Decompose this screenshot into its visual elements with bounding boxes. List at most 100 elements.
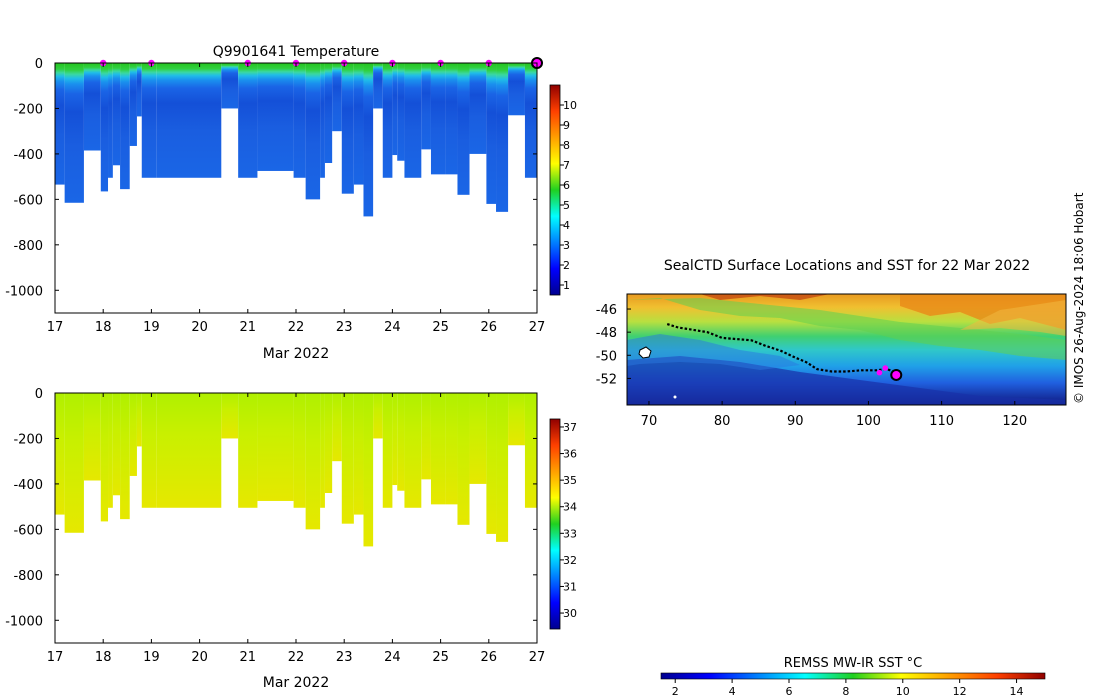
map-x-tick-label: 80 bbox=[714, 414, 731, 429]
profile-column bbox=[55, 393, 65, 515]
x-tick-label: 25 bbox=[432, 320, 449, 335]
profile-column bbox=[100, 393, 109, 522]
y-tick-label: -600 bbox=[13, 523, 43, 538]
profile-column bbox=[221, 393, 239, 439]
profile-column bbox=[332, 63, 342, 132]
track-marker bbox=[876, 369, 883, 376]
profile-column bbox=[129, 393, 137, 476]
profile-column bbox=[112, 393, 121, 496]
profile-column bbox=[397, 393, 405, 491]
profile-column bbox=[508, 393, 525, 446]
colorbar-tick-label: 8 bbox=[563, 139, 570, 152]
colorbar-tick-label: 7 bbox=[563, 159, 570, 172]
profile-column bbox=[382, 393, 393, 508]
colorbar-tick-label: 1 bbox=[563, 279, 570, 292]
x-tick-label: 23 bbox=[336, 650, 353, 665]
x-tick-label: 22 bbox=[288, 320, 305, 335]
salinity-profiles bbox=[55, 393, 537, 547]
salinity-xlabel: Mar 2022 bbox=[263, 675, 330, 691]
profile-column bbox=[64, 393, 84, 533]
profile-column bbox=[156, 63, 222, 178]
profile-column bbox=[496, 393, 509, 542]
profile-column bbox=[469, 393, 487, 484]
colorbar-tick-label: 32 bbox=[563, 554, 577, 567]
map-y-tick-label: -46 bbox=[596, 303, 617, 318]
profile-column bbox=[392, 393, 398, 486]
profile-column bbox=[382, 63, 393, 178]
profile-column bbox=[141, 63, 157, 178]
sst-colorbar-tick-label: 10 bbox=[896, 685, 910, 698]
colorbar-tick-label: 37 bbox=[563, 421, 577, 434]
salinity-axes: 17 18 19 20 21 22 23 24 25 26 27 0 -200 -400 -600 -800 -… bbox=[5, 387, 545, 665]
x-tick-label: 24 bbox=[384, 320, 401, 335]
profile-column bbox=[83, 393, 101, 481]
sst-colorbar-label: REMSS MW-IR SST °C bbox=[784, 656, 923, 671]
sst-colorbar-tick-label: 6 bbox=[786, 685, 793, 698]
profile-column bbox=[341, 63, 354, 194]
profile-column bbox=[469, 63, 487, 154]
profile-column bbox=[397, 63, 405, 161]
x-tick-label: 20 bbox=[191, 320, 208, 335]
imos-credit: © IMOS 26-Aug-2024 18:06 Hobart bbox=[1072, 192, 1086, 404]
colorbar-tick-label: 30 bbox=[563, 607, 577, 620]
profile-column bbox=[129, 63, 137, 146]
profile-column bbox=[120, 393, 130, 520]
y-tick-label: 0 bbox=[35, 57, 43, 72]
y-tick-label: -400 bbox=[13, 148, 43, 163]
sst-map-panel: SealCTD Surface Locations and SST for 22… bbox=[596, 258, 1067, 429]
temperature-axes: 17 18 19 20 21 22 23 24 25 26 27 0 -200 -400 -600 -800 -… bbox=[5, 57, 545, 335]
y-tick-label: -200 bbox=[13, 102, 43, 117]
sst-colorbar-tick-label: 14 bbox=[1010, 685, 1024, 698]
track-marker bbox=[882, 365, 889, 371]
profile-column bbox=[108, 63, 113, 178]
profile-column bbox=[141, 393, 157, 508]
salinity-panel: 17 18 19 20 21 22 23 24 25 26 27 0 -200 -400 -600 -800 -… bbox=[5, 387, 577, 691]
profile-column bbox=[112, 63, 121, 166]
sst-colorbar-tick-label: 12 bbox=[953, 685, 967, 698]
x-tick-label: 21 bbox=[240, 320, 257, 335]
x-tick-label: 23 bbox=[336, 320, 353, 335]
profile-column bbox=[100, 63, 109, 192]
x-tick-label: 25 bbox=[432, 650, 449, 665]
map-title: SealCTD Surface Locations and SST for 22… bbox=[664, 258, 1030, 274]
sst-colorbar-tick-label: 2 bbox=[672, 685, 679, 698]
y-tick-label: -200 bbox=[13, 432, 43, 447]
profile-column bbox=[293, 393, 306, 508]
y-tick-label: 0 bbox=[35, 387, 43, 402]
profile-column bbox=[324, 393, 333, 493]
y-tick-label: -800 bbox=[13, 569, 43, 584]
sst-colorbar-ticks: 2 4 6 8 10 12 14 bbox=[672, 679, 1024, 698]
track-markers bbox=[876, 365, 889, 376]
x-tick-label: 17 bbox=[47, 650, 64, 665]
y-tick-label: -1000 bbox=[5, 284, 43, 299]
current-position-marker bbox=[890, 368, 903, 381]
colorbar-tick-label: 4 bbox=[563, 219, 570, 232]
profile-column bbox=[221, 63, 239, 109]
temperature-colorbar-ticks: 1 2 3 4 5 6 7 8 9 10 bbox=[560, 99, 577, 292]
profile-column bbox=[257, 393, 294, 501]
colorbar-tick-label: 2 bbox=[563, 259, 570, 272]
profile-column bbox=[83, 63, 101, 151]
profile-column bbox=[496, 63, 509, 212]
profile-column bbox=[363, 393, 374, 547]
map-x-tick-label: 90 bbox=[787, 414, 804, 429]
map-x-tick-label: 100 bbox=[856, 414, 881, 429]
seal-track bbox=[666, 323, 895, 373]
x-tick-label: 20 bbox=[191, 650, 208, 665]
x-tick-label: 26 bbox=[481, 650, 498, 665]
colorbar-tick-label: 31 bbox=[563, 580, 577, 593]
profile-column bbox=[64, 63, 84, 203]
profile-column bbox=[524, 393, 537, 508]
x-tick-label: 19 bbox=[143, 320, 160, 335]
profile-column bbox=[320, 63, 325, 178]
x-tick-label: 18 bbox=[95, 650, 112, 665]
colorbar-tick-label: 36 bbox=[563, 448, 577, 461]
colorbar-tick-label: 3 bbox=[563, 239, 570, 252]
colorbar-tick-label: 10 bbox=[563, 99, 577, 112]
profile-column bbox=[156, 393, 222, 508]
map-x-tick-label: 110 bbox=[929, 414, 954, 429]
profile-column bbox=[445, 63, 458, 175]
x-tick-label: 27 bbox=[529, 650, 546, 665]
x-tick-label: 18 bbox=[95, 320, 112, 335]
